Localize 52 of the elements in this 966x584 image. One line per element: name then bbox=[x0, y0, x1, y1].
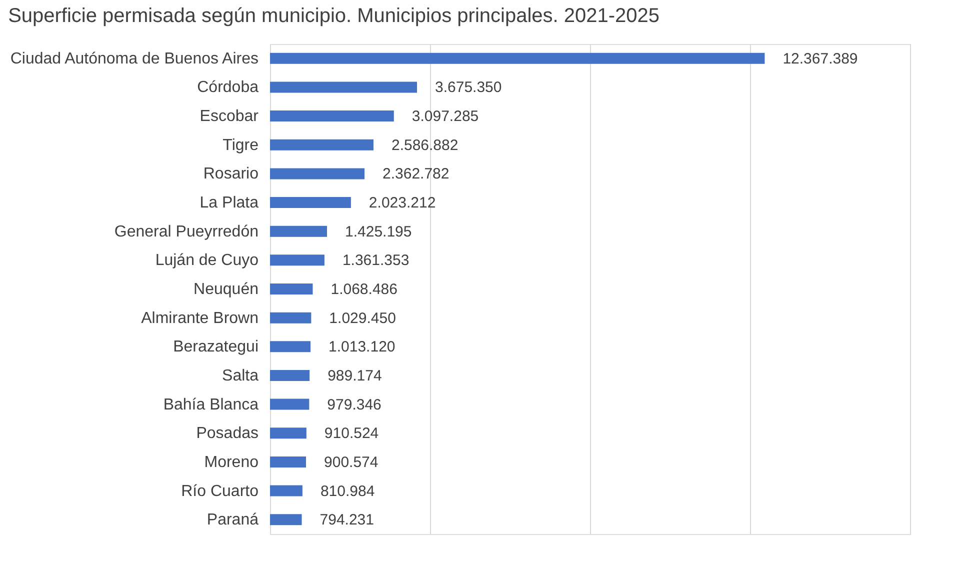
bar bbox=[270, 341, 311, 352]
bar bbox=[270, 284, 313, 294]
bar bbox=[270, 139, 374, 150]
data-label: 2.023.212 bbox=[368, 194, 436, 212]
bar bbox=[270, 168, 365, 180]
y-tick-label: Rosario bbox=[203, 166, 259, 183]
y-tick-label: Moreno bbox=[204, 454, 259, 471]
data-label: 979.346 bbox=[327, 396, 382, 414]
data-label: 3.675.350 bbox=[435, 79, 502, 96]
bar bbox=[270, 485, 302, 496]
y-tick-label: Escobar bbox=[200, 108, 260, 126]
y-tick-label: Posadas bbox=[196, 425, 258, 442]
y-tick-label: Neuquén bbox=[194, 281, 258, 298]
y-tick-label: Paraná bbox=[206, 512, 259, 529]
bar bbox=[270, 226, 328, 237]
chart-title: Superficie permisada según municipio. Municipios principales. 2021-2025 bbox=[8, 5, 660, 27]
bar bbox=[270, 254, 324, 266]
data-label: 12.367.389 bbox=[782, 50, 858, 68]
data-label: 794.231 bbox=[320, 512, 374, 529]
data-label: 1.425.195 bbox=[345, 223, 412, 240]
y-tick-label: Berazategui bbox=[173, 338, 258, 356]
bar bbox=[270, 110, 394, 122]
bar bbox=[270, 82, 418, 93]
data-label: 910.524 bbox=[324, 425, 379, 442]
bar bbox=[270, 312, 312, 324]
bar bbox=[270, 428, 306, 439]
data-label: 3.097.285 bbox=[412, 108, 479, 126]
data-label: 2.362.782 bbox=[382, 166, 450, 183]
y-tick-label: Córdoba bbox=[197, 79, 259, 96]
data-label: 900.574 bbox=[324, 454, 378, 471]
y-tick-label: Almirante Brown bbox=[141, 310, 258, 327]
data-label: 810.984 bbox=[320, 482, 375, 500]
y-tick-label: Tigre bbox=[222, 136, 259, 154]
y-tick-label: Bahía Blanca bbox=[163, 396, 259, 414]
y-tick-label: La Plata bbox=[200, 194, 259, 212]
bar bbox=[270, 514, 302, 526]
data-label: 989.174 bbox=[328, 367, 382, 384]
bar bbox=[270, 197, 351, 208]
data-label: 2.586.882 bbox=[391, 136, 458, 154]
data-label: 1.013.120 bbox=[328, 338, 396, 356]
data-label: 1.068.486 bbox=[330, 281, 398, 298]
bar bbox=[270, 456, 306, 468]
y-tick-label: General Pueyrredón bbox=[114, 223, 258, 240]
y-tick-label: Salta bbox=[222, 367, 259, 384]
bar bbox=[270, 398, 310, 410]
data-label: 1.361.353 bbox=[342, 252, 410, 270]
y-tick-label: Ciudad Autónoma de Buenos Aires bbox=[10, 50, 258, 68]
bar bbox=[270, 370, 310, 381]
bar bbox=[270, 52, 765, 64]
y-tick-label: Río Cuarto bbox=[181, 482, 259, 500]
y-tick-label: Luján de Cuyo bbox=[155, 252, 259, 270]
data-label: 1.029.450 bbox=[329, 310, 396, 327]
